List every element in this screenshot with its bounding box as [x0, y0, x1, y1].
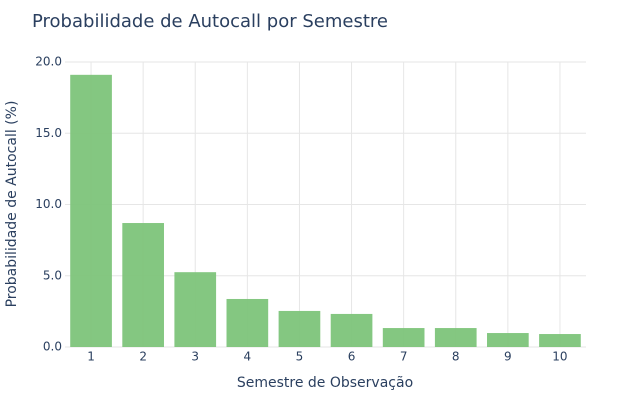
- x-tick-label: 7: [400, 350, 408, 364]
- x-tick-label: 9: [504, 350, 512, 364]
- y-tick-label: 10.0: [35, 197, 62, 211]
- bar: [70, 74, 112, 347]
- x-tick-label: 8: [452, 350, 460, 364]
- x-axis-title: Semestre de Observação: [237, 375, 413, 391]
- bar: [122, 223, 164, 347]
- y-axis-title: Probabilidade de Autocall (%): [4, 101, 20, 308]
- x-tick-label: 4: [244, 350, 252, 364]
- bar: [487, 333, 529, 347]
- y-tick-label: 5.0: [43, 268, 62, 282]
- x-tick-label: 6: [348, 350, 356, 364]
- bar: [278, 310, 321, 347]
- x-tick-label: 1: [87, 350, 95, 364]
- y-tick-label: 15.0: [35, 126, 62, 140]
- y-tick-label: 0.0: [43, 340, 62, 354]
- x-tick-label: 2: [139, 350, 147, 364]
- bar: [539, 334, 581, 347]
- y-tick-label: 20.0: [35, 55, 62, 69]
- x-tick-label: 5: [296, 350, 304, 364]
- bar: [382, 328, 425, 347]
- bar: [174, 272, 217, 347]
- x-tick-label: 10: [552, 350, 567, 364]
- bar: [226, 298, 269, 347]
- chart-title: Probabilidade de Autocall por Semestre: [32, 11, 388, 32]
- bar: [330, 313, 373, 347]
- x-tick-label: 3: [191, 350, 199, 364]
- bar: [434, 328, 477, 347]
